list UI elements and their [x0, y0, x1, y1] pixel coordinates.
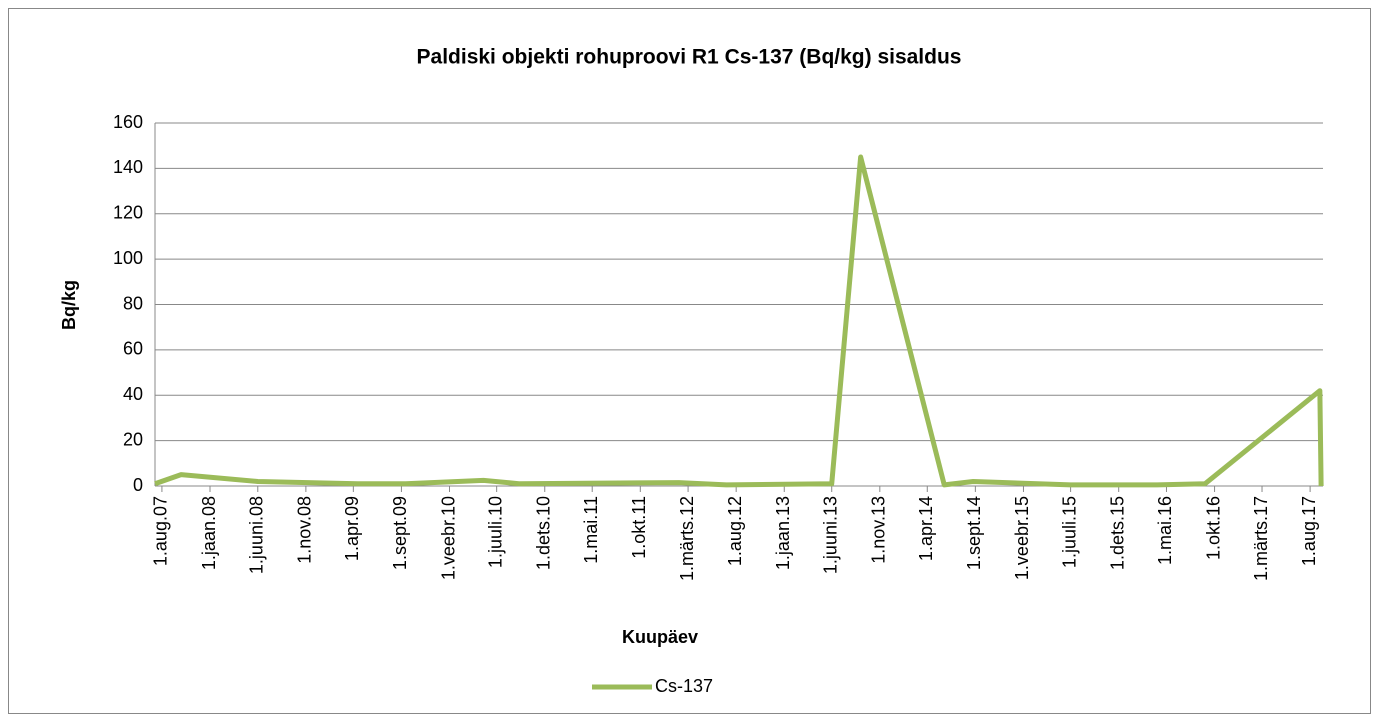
y-tick-label: 160 — [113, 112, 143, 132]
y-tick-label: 40 — [123, 384, 143, 404]
x-tick-label: 1.sept.14 — [964, 496, 984, 570]
x-tick-label: 1.mai.16 — [1155, 496, 1175, 565]
x-tick-label: 1.märts.12 — [677, 496, 697, 581]
x-tick-label: 1.jaan.08 — [199, 496, 219, 570]
x-tick-label: 1.sept.09 — [390, 496, 410, 570]
x-tick-label: 1.aug.12 — [725, 496, 745, 566]
x-tick-label: 1.aug.17 — [1299, 496, 1319, 566]
x-tick-label: 1.jaan.13 — [773, 496, 793, 570]
x-tick-label: 1.apr.09 — [342, 496, 362, 561]
x-axis-label: Kuupäev — [622, 627, 698, 647]
x-tick-label: 1.juuli.15 — [1059, 496, 1079, 568]
y-tick-label: 80 — [123, 293, 143, 313]
x-tick-label: 1.apr.14 — [916, 496, 936, 561]
legend-label: Cs-137 — [655, 676, 713, 696]
x-tick-label: 1.märts.17 — [1251, 496, 1271, 581]
x-tick-label: 1.juuli.10 — [485, 496, 505, 568]
y-tick-label: 120 — [113, 203, 143, 223]
chart-border — [8, 8, 1371, 714]
chart-title: Paldiski objekti rohuproovi R1 Cs-137 (B… — [417, 46, 962, 69]
x-tick-label: 1.veebr.15 — [1012, 496, 1032, 580]
y-tick-label: 100 — [113, 248, 143, 268]
x-tick-label: 1.nov.08 — [295, 496, 315, 564]
y-tick-label: 140 — [113, 157, 143, 177]
y-tick-label: 0 — [133, 475, 143, 495]
x-tick-label: 1.okt.11 — [629, 496, 649, 559]
x-tick-label: 1.dets.10 — [534, 496, 554, 570]
x-tick-label: 1.okt.16 — [1203, 496, 1223, 560]
x-tick-label: 1.nov.13 — [869, 496, 889, 564]
x-tick-label: 1.mai.11 — [581, 496, 601, 564]
y-tick-label: 20 — [123, 429, 143, 449]
data-line — [154, 154, 1324, 488]
x-tick-label: 1.juuni.08 — [247, 496, 267, 574]
x-tick-label: 1.juuni.13 — [820, 496, 840, 574]
x-tick-label: 1.veebr.10 — [438, 496, 458, 580]
y-axis-label: Bq/kg — [59, 280, 79, 330]
y-tick-label: 60 — [123, 339, 143, 359]
x-tick-label: 1.dets.15 — [1107, 496, 1127, 570]
x-tick-label: 1.aug.07 — [151, 496, 171, 566]
